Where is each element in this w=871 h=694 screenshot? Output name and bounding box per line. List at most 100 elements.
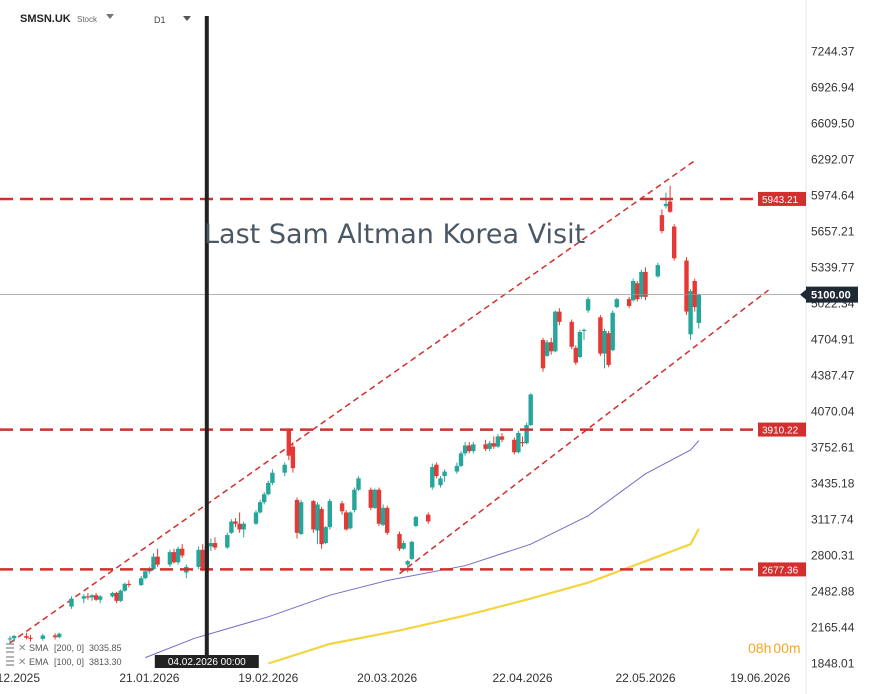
y-tick-label: 2800.31 — [811, 548, 855, 562]
candle-body — [528, 394, 533, 426]
vertical-marker[interactable]: 04.02.2026 00:00 — [154, 16, 259, 668]
timeframe-label[interactable]: D1 — [154, 15, 166, 25]
candle-body — [352, 489, 357, 511]
candle-body — [81, 596, 86, 599]
level-label: 2677.36 — [762, 565, 799, 576]
y-tick-label: 3752.61 — [811, 440, 855, 454]
y-tick-label: 6292.07 — [811, 152, 855, 166]
legend-sma-name: SMA — [29, 643, 49, 653]
candle-body — [491, 443, 496, 447]
caret-down-icon[interactable] — [106, 14, 114, 19]
candle-body — [175, 548, 181, 563]
candle-body — [348, 512, 353, 529]
level-label-bg — [758, 191, 806, 206]
candle-body — [311, 501, 316, 530]
legend-ema-params: [100, 0] — [54, 657, 84, 667]
legend-ema-name: EMA — [29, 657, 49, 667]
candle-body — [89, 595, 95, 598]
candle-body — [85, 596, 91, 598]
countdown-minutes: 00m — [773, 640, 800, 656]
candle-body — [635, 283, 640, 300]
candle-body — [557, 311, 562, 322]
candle-body — [696, 294, 701, 323]
candle-body — [512, 439, 517, 453]
candle-body — [471, 444, 476, 452]
y-tick-label: 3435.18 — [811, 476, 855, 490]
candle-body — [553, 311, 558, 352]
y-tick-label: 5339.77 — [811, 260, 855, 274]
candle-body — [577, 332, 583, 357]
candle-body — [380, 507, 386, 525]
price-label: 5100.00 — [811, 290, 851, 302]
candle-body — [225, 535, 230, 548]
candle-body — [237, 523, 242, 530]
list-icon[interactable] — [6, 656, 14, 666]
horizontal-levels: 5943.21 3910.22 2677.36 — [0, 191, 806, 577]
candle-body — [462, 445, 468, 454]
y-tick-label: 2165.44 — [811, 620, 855, 634]
candle-body — [598, 317, 603, 354]
candle-body — [270, 472, 275, 483]
candle-body — [294, 499, 300, 533]
candle-body — [315, 504, 320, 531]
candle-body — [401, 543, 406, 549]
marker-label-bg — [154, 655, 259, 668]
indicator-legend: ✕ SMA [200, 0] 3035.85 ✕ EMA [100, 0] 38… — [6, 643, 122, 668]
candle-body — [573, 347, 578, 363]
marker-date-label: 04.02.2026 00:00 — [168, 657, 246, 668]
y-tick-label: 6609.50 — [811, 116, 855, 130]
channel-lower-line — [399, 289, 769, 575]
symbol-header[interactable]: SMSN.UK Stock — [20, 13, 114, 25]
candle-body — [24, 636, 29, 638]
candle-body — [655, 265, 660, 277]
candle-body — [434, 464, 439, 477]
candle-body — [143, 571, 148, 579]
candle-body — [487, 443, 492, 449]
candle-body — [266, 482, 271, 495]
candle-body — [667, 201, 673, 212]
candle-body — [385, 507, 390, 533]
legend-sma[interactable]: ✕ SMA [200, 0] 3035.85 — [6, 643, 122, 654]
list-icon[interactable] — [6, 643, 14, 653]
candle-body — [659, 215, 665, 232]
candle-body — [499, 436, 505, 440]
close-icon[interactable]: ✕ — [18, 643, 26, 654]
candle-body — [327, 501, 332, 528]
timeframe-caret-down-icon[interactable] — [183, 16, 191, 21]
legend-ema[interactable]: ✕ EMA [100, 0] 3813.30 — [6, 656, 122, 668]
candle-body — [626, 299, 632, 306]
y-tick-label: 5974.64 — [811, 188, 855, 202]
candle-body — [356, 478, 361, 490]
candle-body — [524, 425, 529, 444]
candle-body — [323, 527, 328, 544]
indicator-lines — [145, 440, 700, 665]
close-icon[interactable]: ✕ — [18, 657, 26, 668]
candle-body — [430, 467, 435, 488]
candle-body — [208, 543, 214, 547]
candle-body — [569, 321, 574, 347]
candle-body — [368, 489, 373, 508]
candle-body — [139, 578, 144, 586]
candle-body — [614, 299, 619, 308]
candle-body — [692, 280, 697, 308]
price-label-bg — [806, 286, 858, 303]
candle-body — [98, 596, 103, 600]
candle-body — [610, 312, 615, 351]
candle-body — [639, 271, 644, 297]
symbol-name[interactable]: SMSN.UK — [20, 13, 71, 25]
candle-body — [196, 549, 201, 567]
y-tick-label: 2482.88 — [811, 584, 855, 598]
x-axis-ticks: 18.12.2025 21.01.2026 19.02.2026 20.03.2026… — [0, 671, 791, 685]
candle-body — [290, 446, 296, 469]
candle-body — [372, 489, 378, 508]
candle-body — [426, 514, 431, 522]
candle-body — [516, 432, 521, 453]
candle-body — [118, 590, 123, 601]
candle-body — [495, 436, 501, 447]
y-tick-label: 5657.21 — [811, 224, 855, 238]
y-tick-label: 4704.91 — [811, 332, 855, 346]
candle-body — [282, 464, 287, 473]
y-tick-label: 6926.94 — [811, 80, 855, 94]
candle-body — [180, 548, 185, 556]
